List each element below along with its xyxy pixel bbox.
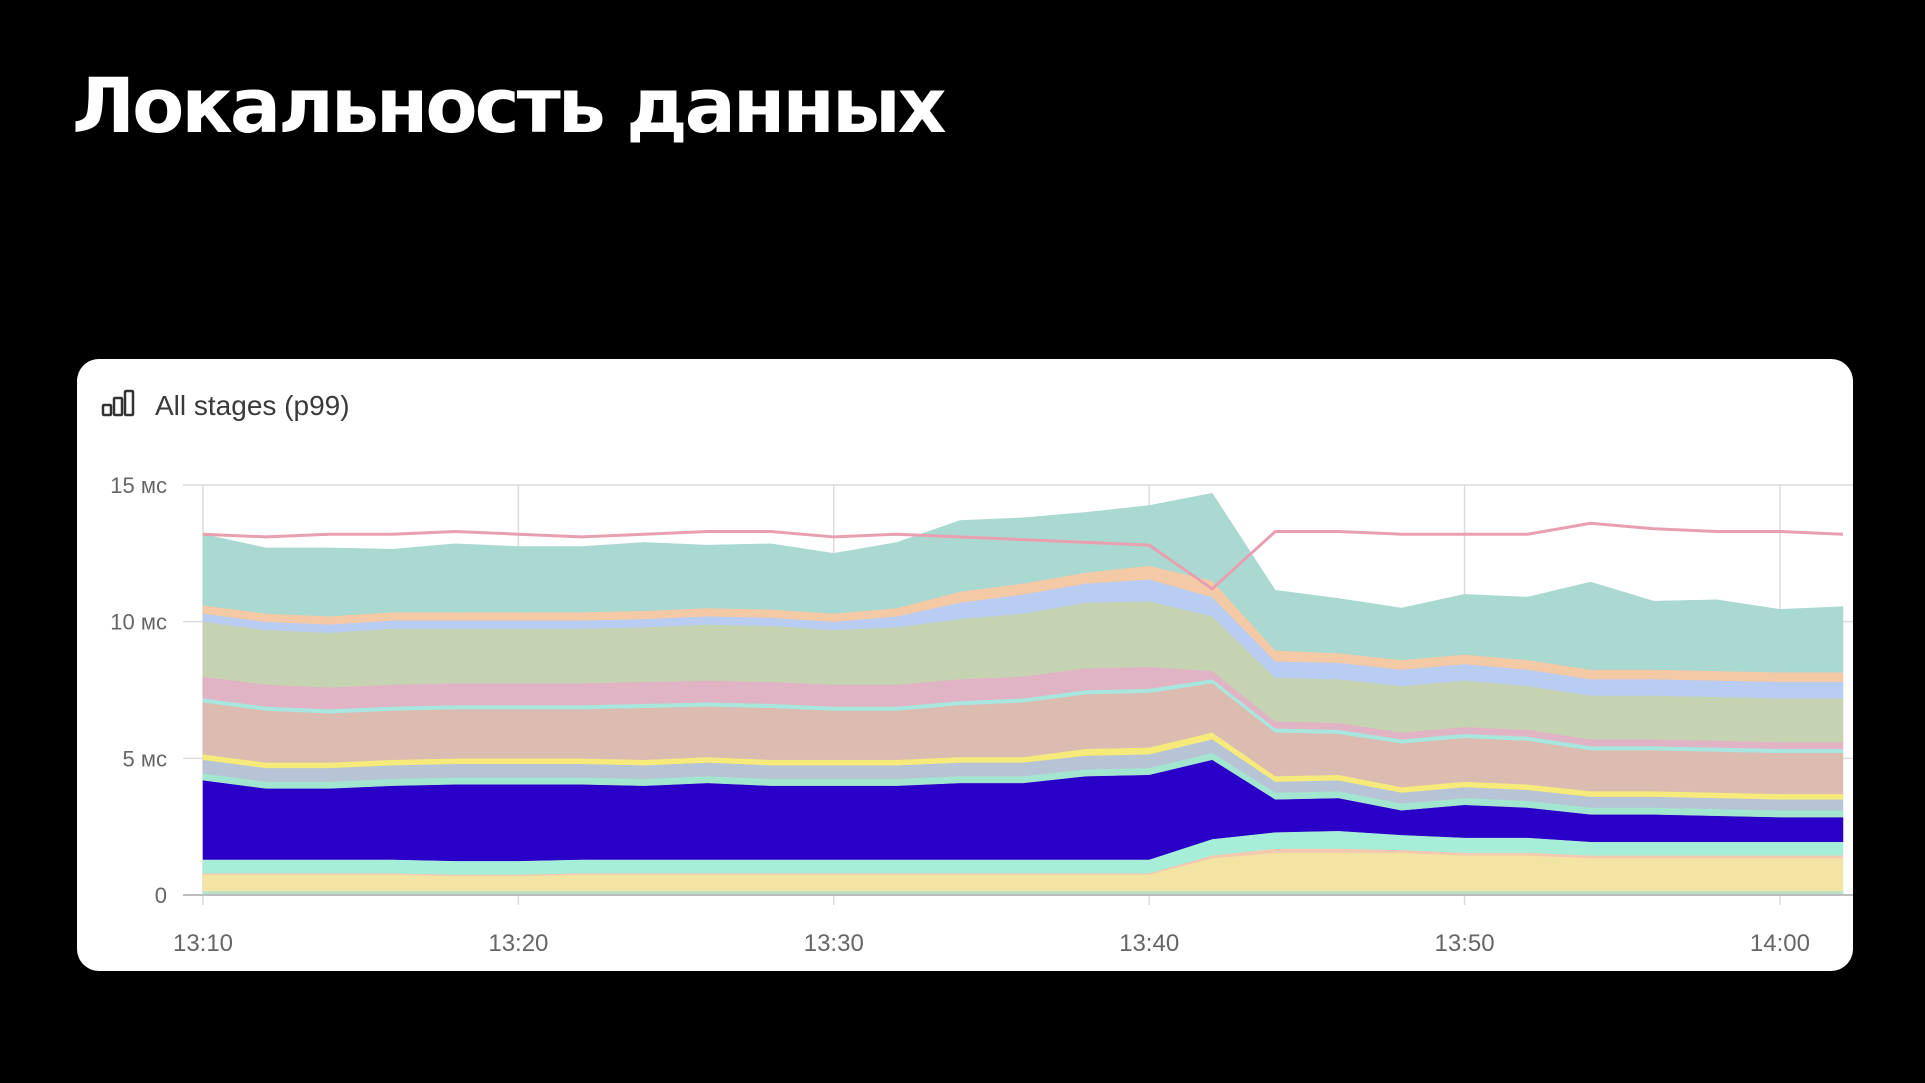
reference-line [202, 521, 1844, 591]
area-series-14 [202, 492, 1844, 673]
slide-title: Локальность данных [72, 61, 947, 150]
y-tick-label: 15 мс [110, 473, 167, 498]
y-tick-label: 5 мс [123, 746, 167, 771]
bar-chart-icon[interactable] [101, 389, 137, 422]
x-tick-label: 13:40 [1119, 930, 1179, 957]
panel-title: All stages (p99) [155, 389, 350, 421]
x-tick-label: 13:20 [488, 930, 548, 957]
x-tick-label: 13:10 [173, 930, 233, 957]
chart-panel: All stages (p99) 0 5 мс 10 мс 15 мс 13:10 13:… [77, 359, 1853, 971]
x-tick-label: 13:50 [1435, 930, 1495, 957]
x-tick-label: 13:30 [804, 930, 864, 957]
y-tick-label: 0 [155, 883, 167, 908]
y-tick-label: 10 мс [110, 610, 167, 635]
stacked-area-chart: 0 5 мс 10 мс 15 мс 13:10 13:20 13:30 13:40 13:50… [110, 473, 1853, 957]
x-tick-label: 14:00 [1750, 930, 1810, 957]
panel-header: All stages (p99) [101, 389, 350, 422]
